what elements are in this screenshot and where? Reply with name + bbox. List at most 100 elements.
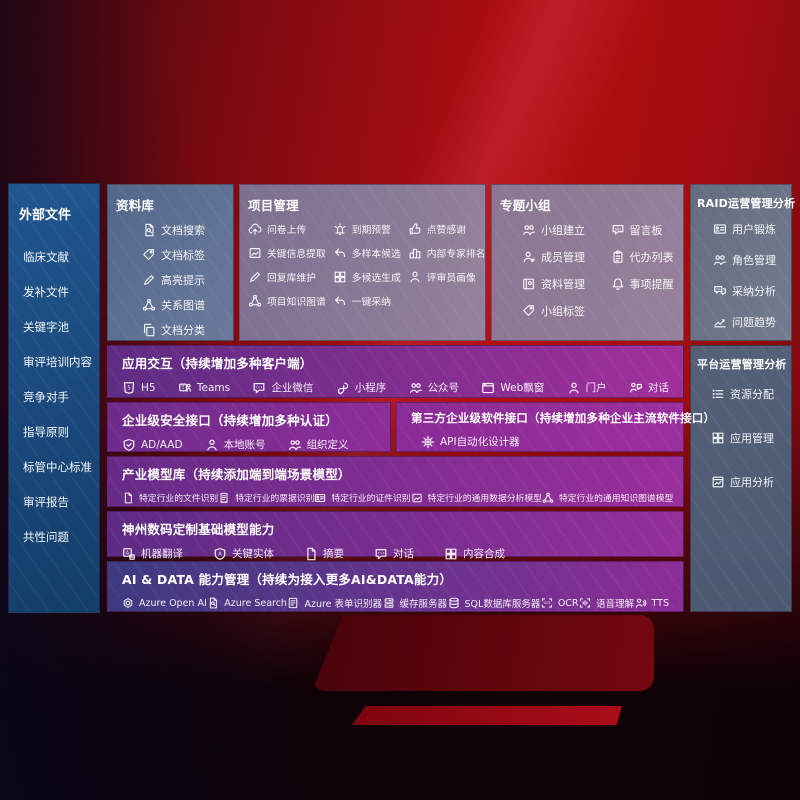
feature-item: 内部专家排名 (408, 246, 486, 260)
feature-item: 问题趋势 (713, 314, 787, 330)
feature-item: Teams (178, 381, 230, 395)
feature-label: 缓存服务器 (399, 599, 448, 610)
raid-items: 用户锻炼角色管理采纳分析问题趋势 (697, 221, 787, 330)
feature-label: 小组建立 (541, 224, 585, 237)
feature-label: 组织定义 (306, 439, 349, 451)
aidata-items: Azure Open AI Azure Search Azure 表单识别器 缓存服务… (122, 596, 669, 610)
feature-item: 语音理解 (579, 596, 634, 610)
frame-icon (248, 246, 262, 260)
feature-label: 角色管理 (732, 254, 776, 267)
feature-item: 采纳分析 (713, 283, 787, 299)
people-icon (713, 253, 727, 267)
box-title: 项目管理 (248, 198, 299, 213)
box-title: 资料库 (116, 198, 155, 213)
feature-item: 摘要 (304, 546, 344, 561)
sidebar-item: 共性问题 (23, 530, 69, 544)
feature-label: 事项提醒 (629, 278, 674, 291)
frame-icon (411, 492, 423, 504)
translate-icon (122, 547, 136, 561)
book-icon (522, 277, 536, 291)
feature-item: 高亮提示 (142, 272, 225, 288)
feature-label: 文档标签 (161, 249, 205, 262)
feature-label: OCR (557, 597, 579, 609)
feature-label: Web飘窗 (500, 382, 545, 394)
feature-item: 对话 (374, 546, 414, 561)
feature-label: 门户 (585, 382, 607, 394)
box-title: RAID运营管理分析 (697, 197, 796, 210)
reply-icon (333, 294, 347, 308)
tag-icon (522, 304, 536, 318)
alarm-icon (333, 222, 347, 236)
bbs-icon (611, 223, 625, 237)
trend-icon (713, 315, 727, 329)
feature-label: 问题趋势 (732, 316, 776, 329)
feature-label: 内部专家排名 (426, 249, 486, 260)
feature-item: OCR (541, 597, 579, 609)
feature-label: 资料管理 (541, 278, 585, 291)
box-title: 平台运营管理分析 (697, 358, 787, 371)
person-icon (408, 270, 422, 284)
row-industry-model-library: 产业模型库（持续添加端到端场景模型） 特定行业的文件识别 特定行业的票据识别 特定行… (107, 456, 684, 507)
form-icon (287, 597, 299, 609)
box-raid-ops-analysis: RAID运营管理分析 用户锻炼角色管理采纳分析问题趋势 (690, 184, 796, 341)
row-title: 企业级安全接口（持续增加多种认证） (122, 413, 338, 428)
sidebar-item: 标管中心标准 (23, 460, 92, 474)
feature-label: 成员管理 (541, 251, 585, 264)
doc-search-icon (142, 223, 156, 237)
server-icon (383, 597, 395, 609)
chat-icon (374, 547, 388, 561)
qa-chat-icon (713, 284, 727, 298)
row-ai-data-capability: AI & DATA 能力管理（持续为接入更多AI&DATA能力） Azure O… (107, 561, 684, 612)
feature-item: 特定行业的文件识别 (122, 491, 218, 504)
feature-item: 小程序 (336, 380, 386, 395)
chat-icon (252, 381, 266, 395)
people-icon (409, 381, 423, 395)
feature-label: 点赞感谢 (426, 225, 466, 236)
grid-icon (444, 547, 458, 561)
bell-icon (611, 277, 625, 291)
row-title: 神州数码定制基础模型能力 (122, 522, 275, 537)
row-title: 应用交互（持续增加多种客户端） (122, 356, 313, 371)
feature-item: 机器翻译 (122, 546, 183, 561)
teams-icon (178, 381, 192, 395)
feature-item: 评审员画像 (408, 270, 486, 284)
feature-item: 特定行业的证件识别 (314, 491, 411, 504)
row-title: AI & DATA 能力管理（持续为接入更多AI&DATA能力） (122, 572, 453, 587)
feature-item: 代办列表 (611, 249, 676, 265)
grid-icon (333, 270, 347, 284)
feature-item: 成员管理 (522, 249, 587, 265)
sidebar-item: 竞争对手 (23, 390, 69, 404)
feature-label: 摘要 (323, 548, 344, 560)
feature-item: AD/AAD (122, 438, 183, 452)
feature-label: 企业微信 (271, 382, 314, 394)
voice-icon (579, 597, 591, 609)
box-platform-ops-analysis: 平台运营管理分析 资源分配 应用管理 应用分析 (690, 345, 792, 612)
feature-item: SQL数据库服务器 (448, 596, 540, 610)
row-title: 产业模型库（持续添加端到端场景模型） (122, 467, 351, 482)
feature-label: 评审员画像 (426, 273, 476, 284)
thirdparty-items: API自动化设计器 (411, 434, 669, 449)
feature-item: 用户锻炼 (713, 221, 787, 237)
dialog-icon (629, 381, 643, 395)
row-title: 第三方企业级软件接口（持续增加多种企业主流软件接口） (411, 411, 716, 425)
feature-item: 关系图谱 (142, 297, 225, 313)
sidebar-item: 关键字池 (23, 320, 69, 334)
shield-icon (122, 438, 136, 452)
feature-item: 多候选生成 (333, 270, 401, 284)
thumbs-up-icon (408, 222, 422, 236)
mini-icon (336, 381, 350, 395)
ranking-icon (408, 246, 422, 260)
browser-icon (481, 381, 495, 395)
feature-label: 文档分类 (161, 324, 205, 337)
sidebar-item: 审评培训内容 (23, 355, 92, 369)
pen-icon (248, 270, 262, 284)
box-data-library: 资料库 文档搜索 文档标签 高亮提示 关系图谱 文档分类 (107, 184, 234, 341)
feature-label: 高亮提示 (161, 274, 205, 287)
feature-label: 特定行业的通用知识图谱模型 (558, 494, 674, 504)
feature-label: TTS (651, 597, 669, 609)
row-enterprise-security-api: 企业级安全接口（持续增加多种认证） AD/AAD 本地账号 组织定义 (107, 402, 391, 452)
reply-icon (333, 246, 347, 260)
row-thirdparty-software-api: 第三方企业级软件接口（持续增加多种企业主流软件接口） API自动化设计器 (396, 402, 716, 452)
feature-label: 用户锻炼 (732, 223, 776, 236)
person-icon (567, 381, 581, 395)
